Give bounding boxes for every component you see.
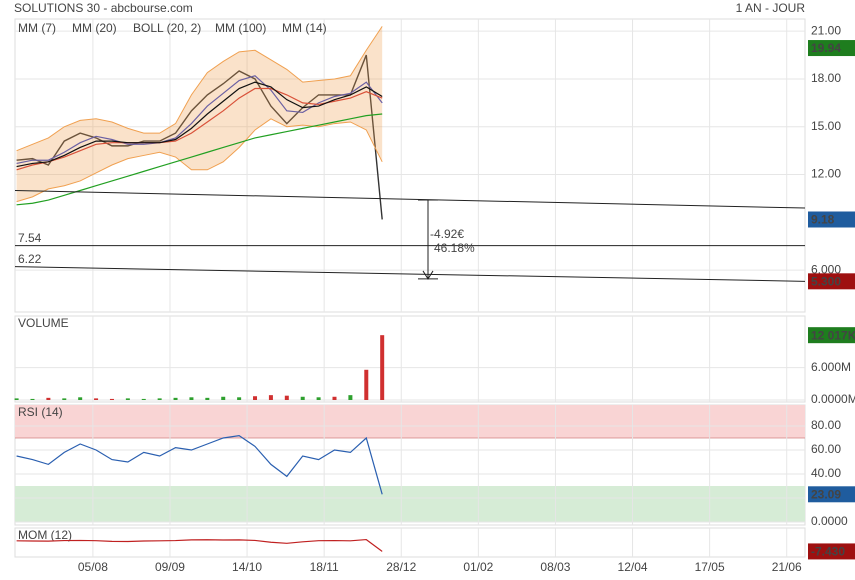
x-tick-label: 01/02 <box>463 560 493 574</box>
badge <box>808 486 855 503</box>
x-tick-label: 21/06 <box>772 560 802 574</box>
bar <box>78 397 83 400</box>
y-tick-label: 80.00 <box>811 418 841 432</box>
bar <box>109 398 114 400</box>
x-tick-label: 18/11 <box>310 560 339 574</box>
bar <box>62 398 67 400</box>
series-line <box>16 54 383 220</box>
badge-label: 12 017K <box>811 328 855 342</box>
bar <box>364 369 369 400</box>
series-line <box>16 113 383 206</box>
bar <box>300 396 305 400</box>
legend-entry: MM (100) <box>215 21 266 35</box>
band-fill <box>16 26 383 202</box>
bar <box>348 395 353 400</box>
y-tick-label: 15.00 <box>811 119 841 133</box>
panel-frame <box>14 527 806 558</box>
zone <box>15 405 805 438</box>
bar <box>125 398 130 400</box>
badge <box>808 327 855 344</box>
bar <box>189 397 194 400</box>
bar <box>221 396 226 400</box>
badge-label: 9.18 <box>811 213 835 227</box>
series-line <box>16 81 383 168</box>
band-lower <box>16 118 383 203</box>
series-line <box>16 538 383 552</box>
measure-change: -4.92€ <box>430 227 464 241</box>
panel-frame <box>14 18 806 313</box>
bar <box>30 398 35 400</box>
trend-label: 6.22 <box>18 252 42 266</box>
bar <box>284 395 289 400</box>
legend-entry: BOLL (20, 2) <box>133 21 201 35</box>
trend-line <box>14 189 806 209</box>
badge-label: 23.09 <box>811 487 841 501</box>
bar <box>380 335 385 400</box>
y-tick-label: 6.000M <box>811 360 851 374</box>
bar <box>46 397 51 400</box>
badge <box>808 273 855 290</box>
bar <box>253 396 258 400</box>
series-line <box>16 434 383 495</box>
series-line <box>16 75 383 164</box>
legend-entry: MM (14) <box>282 21 327 35</box>
x-tick-label: 17/05 <box>695 560 725 574</box>
badge <box>808 543 855 560</box>
page-title: SOLUTIONS 30 - abcbourse.com <box>14 1 193 15</box>
bar <box>237 397 242 400</box>
bar <box>94 398 99 400</box>
y-tick-label: 0.0000 <box>811 514 848 528</box>
y-tick-label: 40.00 <box>811 466 841 480</box>
measure-percent: 46.18% <box>434 241 475 255</box>
trend-line <box>14 266 806 282</box>
bar <box>14 398 19 400</box>
x-tick-label: 09/09 <box>155 560 185 574</box>
legend-entry: MM (7) <box>18 21 56 35</box>
y-tick-label: 12.00 <box>811 167 841 181</box>
badge-label: 5.300 <box>811 274 841 288</box>
bar <box>316 397 321 400</box>
badge-label: -7.430 <box>811 545 845 559</box>
series-line <box>16 87 383 171</box>
panel-title: VOLUME <box>18 316 69 330</box>
y-tick-label: 21.00 <box>811 23 841 37</box>
bar <box>173 397 178 400</box>
zone <box>15 486 805 522</box>
x-tick-label: 08/03 <box>540 560 570 574</box>
badge-label: 19.94 <box>811 41 841 55</box>
band-upper <box>16 26 383 152</box>
panel-title: MOM (12) <box>18 528 72 542</box>
bar <box>141 398 146 400</box>
period: 1 AN - JOUR <box>736 1 806 15</box>
x-tick-label: 12/04 <box>618 560 648 574</box>
bar <box>157 398 162 400</box>
bar <box>205 397 210 400</box>
y-tick-label: 60.00 <box>811 442 841 456</box>
y-tick-label: 18.00 <box>811 71 841 85</box>
y-tick-label: 0.0000M <box>811 392 855 406</box>
x-tick-label: 14/10 <box>232 560 262 574</box>
y-tick-label: 6.000 <box>811 262 841 276</box>
badge <box>808 40 855 57</box>
x-tick-label: 28/12 <box>386 560 416 574</box>
bar <box>268 395 273 400</box>
trend-label: 7.54 <box>18 231 42 245</box>
badge <box>808 211 855 228</box>
x-tick-label: 05/08 <box>78 560 108 574</box>
measure-arrow <box>422 270 434 280</box>
panel-title: RSI (14) <box>18 405 63 419</box>
bar <box>332 396 337 400</box>
legend-entry: MM (20) <box>72 21 117 35</box>
panel-frame <box>14 315 806 403</box>
